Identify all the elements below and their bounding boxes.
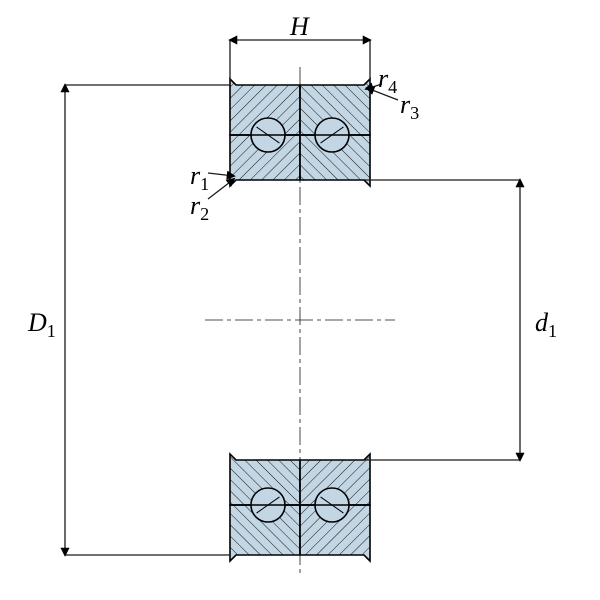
label-d1: d1 [535,310,557,340]
bearing-diagram: H D1 d1 r1 r2 r3 r4 [0,0,600,600]
label-r4: r4 [378,66,397,96]
label-D1: D1 [28,310,56,340]
label-H: H [290,14,309,40]
label-r1: r1 [190,163,209,193]
label-r2: r2 [190,193,209,223]
geometry-layer [205,67,395,573]
bearing-svg [0,0,600,600]
label-r3: r3 [400,92,419,122]
